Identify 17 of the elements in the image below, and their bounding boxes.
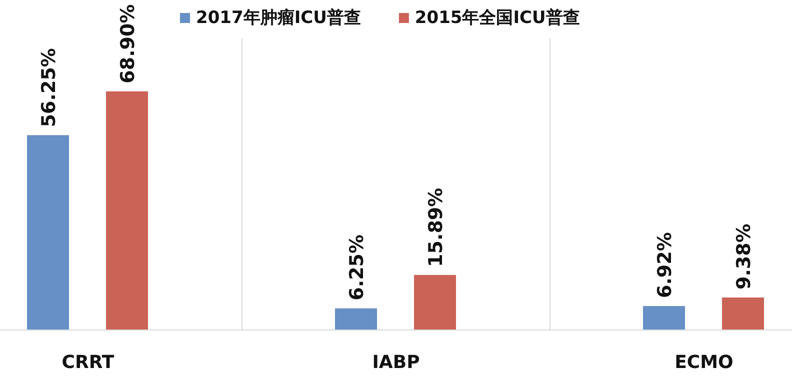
bar bbox=[335, 308, 377, 330]
data-label: 56.25% bbox=[38, 48, 60, 128]
data-label: 9.38% bbox=[733, 224, 755, 290]
bar bbox=[722, 298, 764, 330]
legend-label: 2015年全国ICU普查 bbox=[414, 7, 580, 28]
bar bbox=[414, 274, 456, 330]
x-tick-label: CRRT bbox=[62, 352, 115, 373]
bar bbox=[27, 135, 69, 330]
data-label: 6.92% bbox=[654, 232, 676, 298]
data-label: 6.25% bbox=[346, 234, 368, 300]
data-label: 15.89% bbox=[425, 188, 447, 267]
bar bbox=[643, 306, 685, 330]
bar bbox=[106, 91, 148, 330]
x-tick-label: ECMO bbox=[674, 352, 734, 373]
legend-label: 2017年肿瘤ICU普查 bbox=[196, 7, 361, 28]
x-tick-label: IABP bbox=[372, 352, 420, 373]
data-label: 68.90% bbox=[117, 4, 139, 84]
